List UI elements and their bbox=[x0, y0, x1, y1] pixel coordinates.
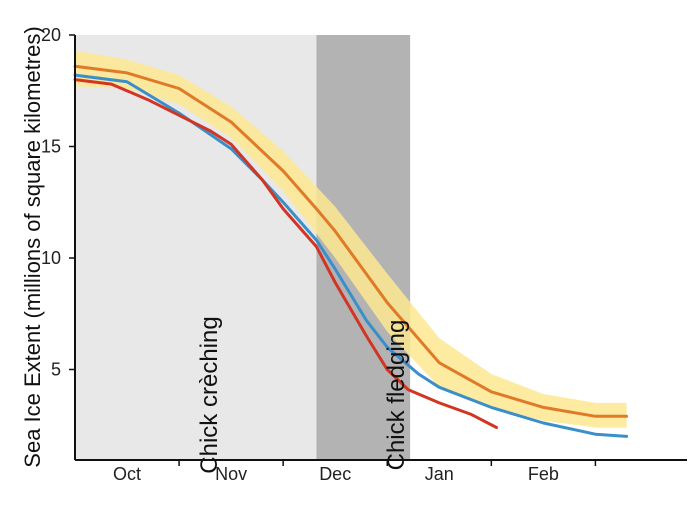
y-tick-label: 10 bbox=[41, 248, 61, 268]
y-tick-label: 15 bbox=[41, 137, 61, 157]
x-tick-label: Oct bbox=[113, 464, 141, 484]
range-band bbox=[75, 50, 627, 428]
x-tick-label: Nov bbox=[215, 464, 247, 484]
range-band-layer bbox=[75, 50, 627, 428]
x-tick-label: Jan bbox=[425, 464, 454, 484]
period-label-2: Chick fledging bbox=[383, 320, 410, 471]
y-axis-title: Sea Ice Extent (millions of square kilom… bbox=[20, 26, 45, 467]
axes bbox=[74, 35, 687, 461]
series-line-1 bbox=[73, 64, 629, 418]
series-line-2 bbox=[73, 73, 629, 438]
period-labels: Chick crèching Chick fledging bbox=[196, 316, 410, 473]
y-ticks: 5 10 15 20 bbox=[41, 25, 75, 380]
y-tick-label: 20 bbox=[41, 25, 61, 45]
x-tick-label: Feb bbox=[528, 464, 559, 484]
x-tick-label: Dec bbox=[319, 464, 351, 484]
series-line-3 bbox=[73, 78, 498, 429]
x-ticks: Oct Nov Dec Jan Feb bbox=[113, 460, 597, 484]
series-layer bbox=[73, 64, 629, 438]
y-tick-label: 5 bbox=[51, 360, 61, 380]
period-label-1: Chick crèching bbox=[196, 316, 223, 473]
